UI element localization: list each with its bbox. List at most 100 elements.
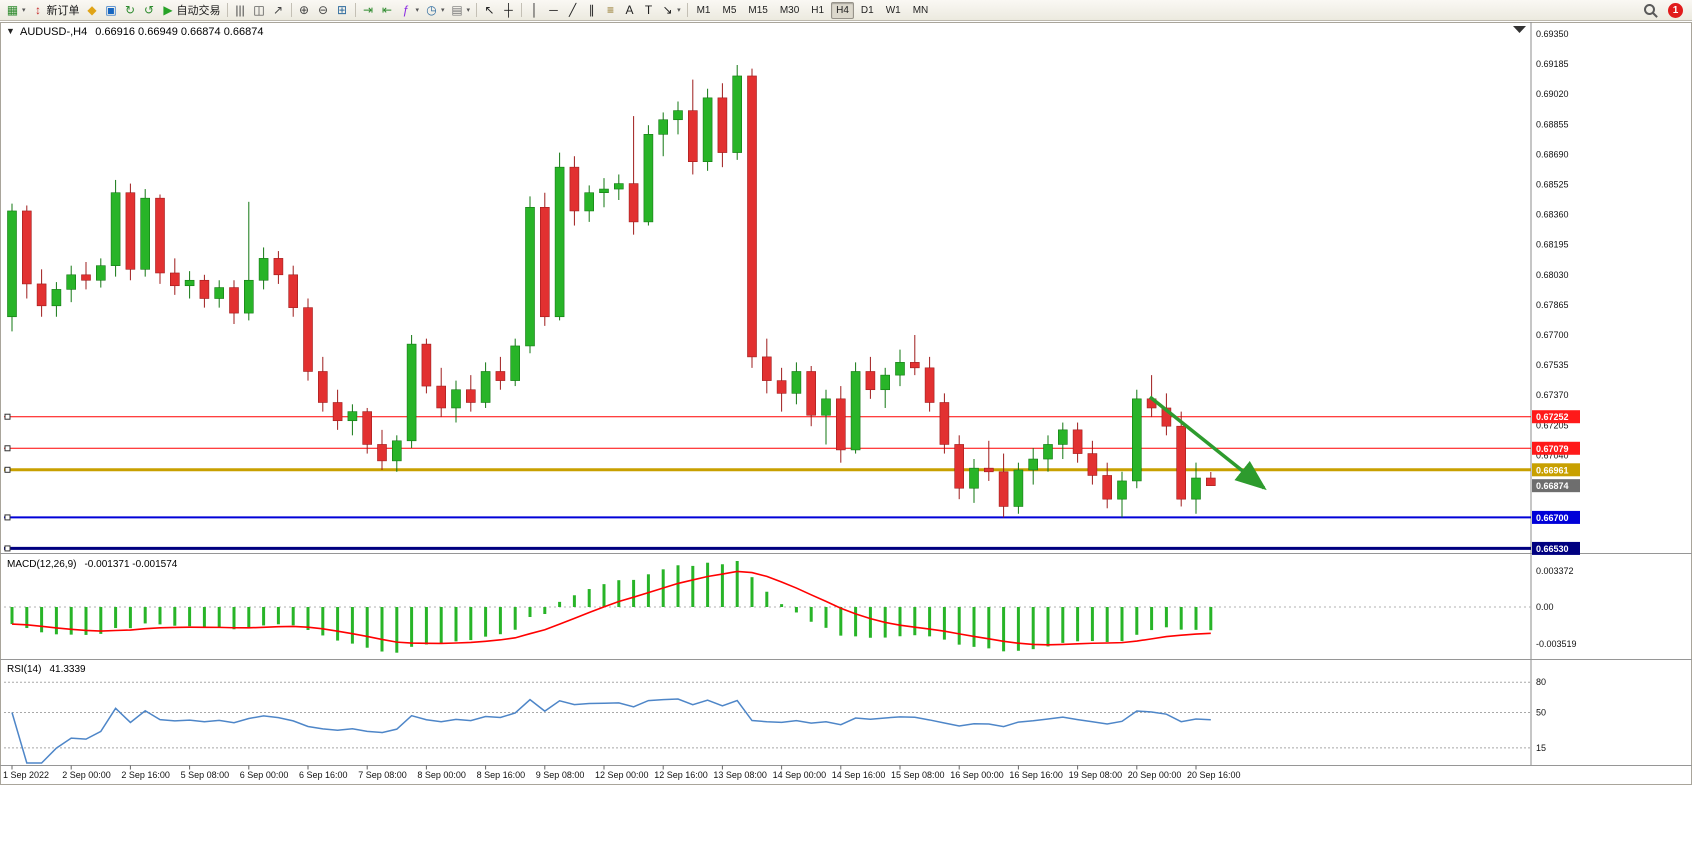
cursor-button[interactable]: ↖: [481, 2, 498, 19]
price-tick-label: 0.67535: [1536, 360, 1569, 370]
timeframe-mn[interactable]: MN: [912, 4, 929, 16]
candle: [510, 345, 521, 381]
search-icon[interactable]: [1642, 2, 1658, 18]
timeframe-h1[interactable]: H1: [811, 4, 825, 16]
price-tick-label: 0.67205: [1536, 420, 1569, 430]
price-tick-label: 0.68195: [1536, 240, 1569, 250]
timeframe-w1[interactable]: W1: [885, 4, 901, 16]
chart-shift-button[interactable]: ⇤: [379, 2, 396, 19]
templates-button[interactable]: ▤ ▾: [449, 2, 473, 19]
price-pane[interactable]: [7, 65, 1216, 518]
candle: [214, 287, 224, 299]
current-price-label-box: [1532, 479, 1580, 493]
trend-arrow[interactable]: [1148, 395, 1267, 491]
channel-button[interactable]: ∥: [583, 2, 600, 19]
time-axis[interactable]: 1 Sep 2022 2 Sep 00:00 2 Sep 16:00 5 Sep 08…: [3, 765, 1241, 781]
candle: [155, 197, 165, 274]
candle: [436, 385, 447, 409]
rsi-line: [11, 698, 1211, 764]
hline-handle[interactable]: [4, 445, 11, 452]
price-tick-label: 0.67370: [1536, 390, 1569, 400]
fibonacci-button[interactable]: ≡: [602, 2, 619, 19]
sync-data-button[interactable]: ↺: [141, 2, 158, 19]
crosshair-button[interactable]: ┼: [500, 2, 517, 19]
timeframe-m5[interactable]: M5: [722, 4, 737, 16]
time-label: 8 Sep 16:00: [477, 770, 526, 780]
templates-button-dropdown-arrow[interactable]: ▾: [466, 7, 471, 14]
bar-chart-button[interactable]: |||: [232, 2, 249, 19]
candle: [288, 274, 299, 308]
new-chart-button-dropdown-arrow[interactable]: ▾: [22, 7, 26, 14]
new-order-button[interactable]: ↕ 新订单: [30, 2, 82, 19]
time-label: 6 Sep 16:00: [299, 770, 348, 780]
candlestick-chart-button[interactable]: ◫: [251, 2, 268, 19]
zoom-in-button-icon: ⊕: [298, 2, 310, 17]
macd-signal-line: [11, 570, 1211, 646]
candle: [954, 444, 965, 489]
auto-scroll-button-icon: ⇥: [362, 2, 374, 17]
notification-badge[interactable]: 1: [1668, 2, 1683, 18]
vertical-line-button[interactable]: │: [526, 2, 543, 19]
candle: [525, 206, 535, 347]
hline-handle[interactable]: [4, 413, 11, 420]
rsi-level-label: 50: [1536, 708, 1546, 718]
zoom-out-button[interactable]: ⊖: [315, 2, 332, 19]
periods-button[interactable]: ◷ ▾: [423, 2, 447, 19]
indicators-button[interactable]: ƒ ▾: [398, 2, 422, 19]
timeframe-m30[interactable]: M30: [779, 4, 800, 16]
scroll-to-end-marker[interactable]: [1513, 26, 1526, 33]
toolbar-separator: [226, 3, 228, 17]
horizontal-line-button[interactable]: ─: [545, 2, 562, 19]
candle: [377, 444, 387, 462]
candle: [865, 371, 876, 391]
hline-handle[interactable]: [4, 545, 11, 552]
market-watch-button[interactable]: ▣: [103, 2, 120, 19]
arrows-button-dropdown-arrow[interactable]: ▾: [677, 7, 681, 14]
candle: [125, 192, 136, 270]
zoom-in-button[interactable]: ⊕: [296, 2, 313, 19]
macd-values: -0.001371 -0.001574: [84, 559, 178, 570]
tile-windows-button[interactable]: ⊞: [334, 2, 351, 19]
auto-trading-button[interactable]: ▶ 自动交易: [160, 2, 223, 19]
hline-handle[interactable]: [4, 514, 11, 521]
periods-button-dropdown-arrow[interactable]: ▾: [441, 7, 445, 14]
candle: [303, 307, 313, 372]
hline-price-label-box: [1532, 441, 1580, 455]
macd-name: MACD(12,26,9): [7, 559, 77, 570]
timeframe-h4[interactable]: H4: [831, 1, 854, 19]
new-chart-button[interactable]: ▦ ▾: [4, 2, 28, 19]
vertical-line-button-icon: │: [530, 2, 539, 17]
time-label: 9 Sep 08:00: [536, 770, 585, 780]
time-label: 15 Sep 08:00: [891, 770, 945, 780]
time-label: 8 Sep 00:00: [417, 770, 466, 780]
label-button[interactable]: T: [640, 2, 657, 19]
candle: [806, 371, 817, 416]
hline-handle[interactable]: [4, 466, 11, 473]
refresh-charts-button[interactable]: ↻: [122, 2, 139, 19]
line-chart-button[interactable]: ↗: [270, 2, 287, 19]
timeframe-m15[interactable]: M15: [748, 4, 768, 16]
one-click-trading-toggle[interactable]: ▼: [6, 26, 15, 36]
text-button[interactable]: A: [621, 2, 638, 19]
candle: [761, 356, 772, 381]
metaeditor-button-icon: ◆: [87, 2, 97, 17]
time-label: 12 Sep 00:00: [595, 770, 649, 780]
horizontal-lines[interactable]: 0.67252 0.67079 0.66961 0.66700 0.66530: [4, 410, 1580, 555]
candle: [199, 279, 210, 299]
arrows-button[interactable]: ↘ ▾: [659, 2, 683, 19]
timeframe-m1[interactable]: M1: [696, 4, 711, 16]
channel-button-icon: ∥: [588, 2, 595, 17]
new-order-button-label: 新订单: [46, 5, 80, 17]
time-label: 12 Sep 16:00: [654, 770, 708, 780]
candle: [895, 362, 905, 376]
chart-title: AUDUSD-,H4 0.66916 0.66949 0.66874 0.668…: [20, 26, 263, 38]
indicators-button-dropdown-arrow[interactable]: ▾: [415, 7, 420, 14]
metaeditor-button[interactable]: ◆: [84, 2, 101, 19]
auto-scroll-button[interactable]: ⇥: [360, 2, 377, 19]
timeframe-d1[interactable]: D1: [860, 4, 874, 16]
arrows-button-icon: ↘: [662, 2, 673, 17]
candlestick-chart-button-icon: ◫: [253, 2, 265, 17]
trendline-button[interactable]: ╱: [564, 2, 581, 19]
